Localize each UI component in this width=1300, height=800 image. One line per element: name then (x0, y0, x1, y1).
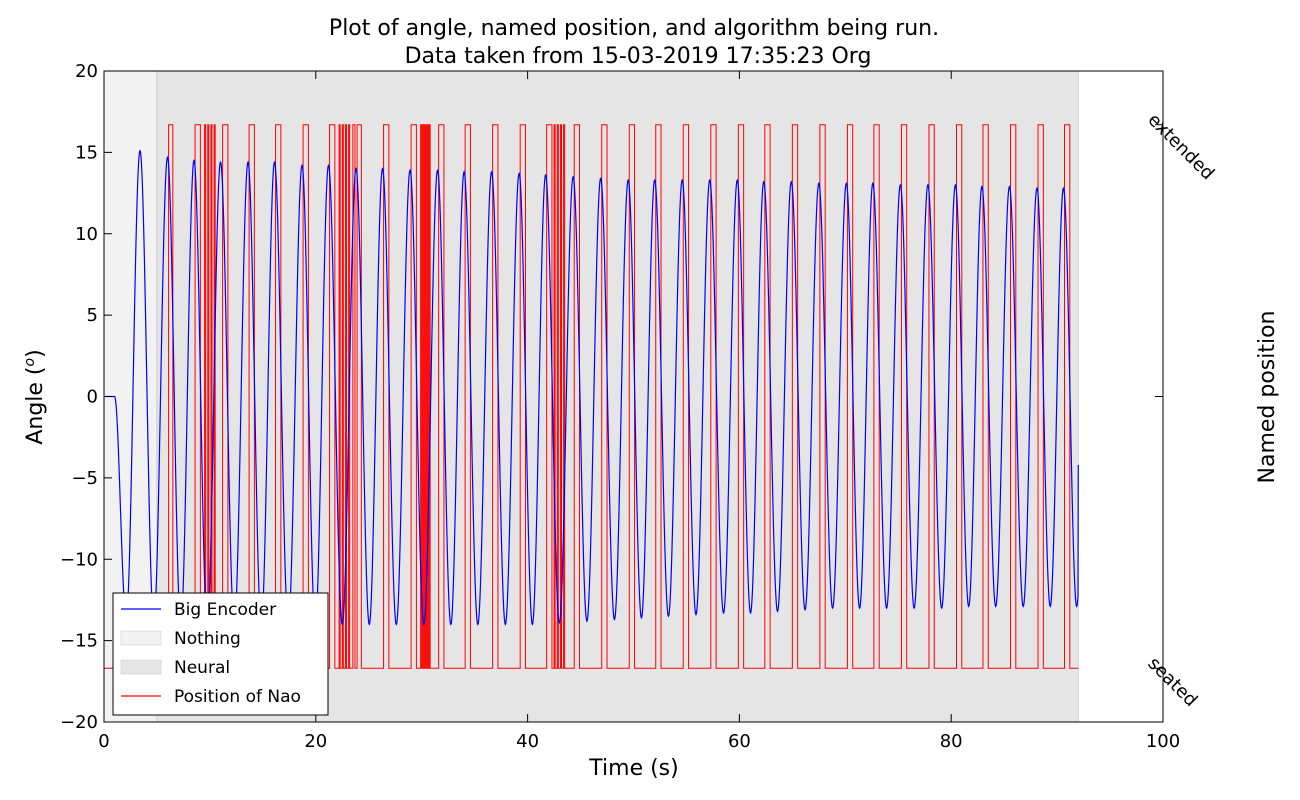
x-axis: 0 20 40 60 80 100 (98, 71, 1180, 752)
chart-subtitle: Data taken from 15-03-2019 17:35:23 Org (405, 44, 872, 69)
y-tick-label: 0 (87, 387, 98, 408)
position-of-nao-series (104, 124, 1079, 669)
legend-box (112, 592, 329, 716)
x-tick-label: 60 (728, 731, 751, 752)
y-tick-label: −20 (60, 712, 98, 733)
y-tick-label: 5 (87, 305, 98, 326)
y-tick-label: 20 (75, 61, 98, 82)
legend-label: Position of Nao (174, 687, 301, 707)
x-tick-label: 40 (516, 731, 539, 752)
y-tick-label: −5 (71, 468, 98, 489)
x-tick-label: 20 (304, 731, 327, 752)
x-tick-label: 80 (940, 731, 963, 752)
y-tick-label: −10 (60, 549, 98, 570)
big-encoder-line (104, 149, 1079, 626)
big-encoder-series (104, 149, 1079, 626)
y-axis-label: Angle (o) (22, 349, 48, 444)
chart-title: Plot of angle, named position, and algor… (329, 16, 939, 41)
right-axis-label: Named position (1255, 310, 1280, 483)
y-axis-label-main: Angle ( (23, 366, 48, 444)
y-tick-label: 15 (75, 142, 98, 163)
legend-swatch (120, 659, 162, 675)
y-tick-label: 10 (75, 224, 98, 245)
legend-label: Neural (174, 658, 230, 678)
legend-label: Big Encoder (174, 600, 276, 620)
legend-label: Nothing (174, 629, 241, 649)
x-tick-label: 100 (1146, 731, 1180, 752)
y-axis-label-degree: o (22, 358, 38, 367)
legend: Big Encoder Nothing Neural Position of Nao (112, 592, 329, 716)
x-tick-label: 0 (98, 731, 109, 752)
x-axis-label: Time (s) (588, 756, 678, 781)
y-axis: −20 −15 −10 −5 0 5 10 15 20 (60, 61, 112, 733)
y-tick-label: −15 (60, 631, 98, 652)
legend-swatch (120, 630, 162, 646)
y-axis-label-close: ) (23, 349, 48, 358)
position-of-nao-line (104, 124, 1079, 669)
